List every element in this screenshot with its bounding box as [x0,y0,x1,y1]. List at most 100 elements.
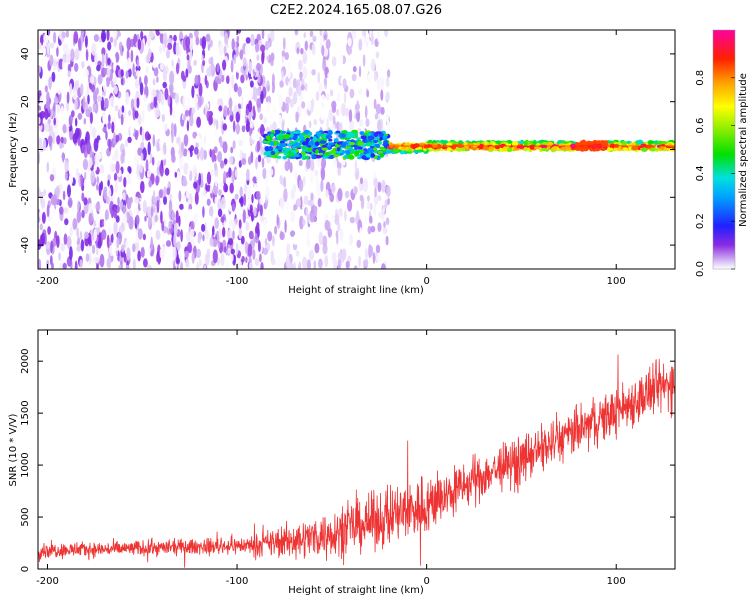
heatmap-cell [328,109,334,122]
heatmap-cell [367,147,374,152]
heatmap-cell [106,187,112,200]
heatmap-cell [302,176,306,186]
heatmap-cell [113,76,117,86]
heatmap-cell [76,167,79,179]
heatmap-cell [82,158,88,171]
heatmap-cell [373,98,377,110]
heatmap-cell [146,206,152,218]
heatmap-cell [220,252,225,267]
heatmap-cell [222,123,227,131]
heatmap-cell [174,171,178,178]
heatmap-cell [320,167,326,181]
heatmap-cell [130,49,134,63]
heatmap-cell [180,141,185,153]
x-tick-label: -100 [226,576,249,587]
heatmap-cell [252,176,257,184]
heatmap-cell [308,120,312,129]
heatmap-cell [280,196,285,210]
heatmap-cell [198,96,202,108]
x-tick-label: 0 [423,276,429,287]
heatmap-cell [109,200,114,215]
heatmap-cell [105,219,110,227]
heatmap-cell [276,155,282,159]
heatmap-cell [349,142,356,146]
heatmap-cell [380,106,385,115]
heatmap-cell [299,215,304,230]
heatmap-cell [107,179,110,187]
heatmap-cell [38,65,42,74]
heatmap-cell [359,194,364,202]
heatmap-cell [183,196,187,210]
heatmap-cell [158,139,163,150]
heatmap-cell [364,142,373,147]
heatmap-cell [203,264,207,269]
heatmap-cell [162,43,166,53]
heatmap-cell [345,107,349,117]
heatmap-cell [209,148,212,158]
heatmap-cell [385,235,389,246]
heatmap-cell [186,150,191,161]
heatmap-cell [282,156,288,160]
heatmap-cell [336,141,343,145]
heatmap-cell [136,163,140,178]
heatmap-cell [240,112,246,126]
heatmap-cell [208,64,212,77]
snr-y-ticks: 0 500 1000 1500 2000 [20,348,675,572]
heatmap-cell [122,35,127,46]
heatmap-cell [269,81,273,94]
x-tick-label: -200 [36,276,59,287]
heatmap-cell [259,197,264,205]
heatmap-cell [562,141,569,144]
heatmap-cell [268,168,274,177]
heatmap-cell [242,68,246,77]
heatmap-cell [230,146,234,154]
heatmap-cell [270,150,276,156]
heatmap-cell [311,91,316,99]
heatmap-cell [63,43,68,54]
heatmap-cell [51,262,54,269]
heatmap-cell [210,169,215,177]
heatmap-cell [38,137,43,151]
heatmap-cell [339,54,344,66]
heatmap-cell [150,236,154,251]
heatmap-cell [44,85,48,93]
heatmap-cell [88,212,93,226]
heatmap-cell [148,30,154,39]
heatmap-cell [83,118,87,125]
heatmap-cell [74,260,78,269]
heatmap-cell [231,74,235,89]
heatmap-cell [62,60,65,70]
heatmap-cell [252,129,255,141]
heatmap-cell [106,234,110,248]
heatmap-cell [337,162,342,170]
heatmap-cell [185,231,191,242]
snr-series-line [38,354,675,568]
heatmap-cell [346,131,353,137]
heatmap-cell [292,169,295,179]
heatmap-cell [72,218,78,231]
heatmap-cell [66,235,72,250]
heatmap-cell [239,186,243,198]
heatmap-cell [223,170,227,183]
heatmap-cell [89,157,93,168]
heatmap-cell [309,170,314,184]
heatmap-cell [129,196,133,204]
heatmap-cell [132,63,135,77]
heatmap-cell [358,38,363,51]
heatmap-cell [298,59,303,71]
heatmap-cell [164,167,170,176]
heatmap-cell [298,160,303,167]
heatmap-cell [193,95,199,105]
heatmap-cell [233,83,238,93]
heatmap-cell [121,148,126,158]
heatmap-cell [344,146,351,149]
heatmap-cell [260,124,265,137]
heatmap-cell [312,136,317,141]
heatmap-cell [319,140,327,144]
heatmap-cell [349,119,355,133]
heatmap-cell [167,94,171,107]
heatmap-cell [225,184,228,193]
heatmap-cell [280,130,286,135]
heatmap-cell [354,132,358,136]
heatmap-cell [344,210,347,222]
